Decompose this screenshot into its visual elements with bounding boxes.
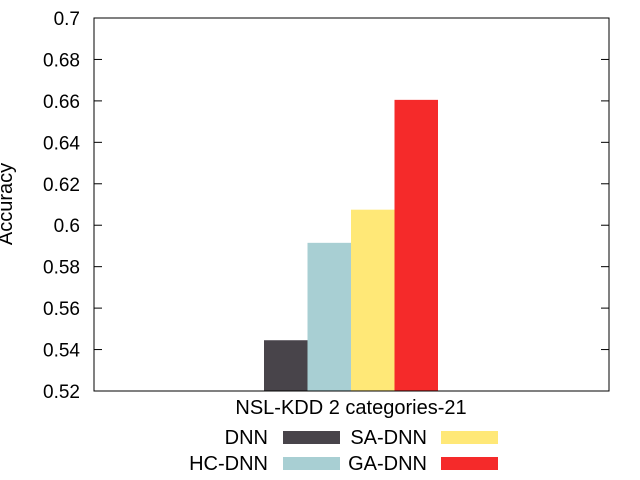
plot-frame [93,17,610,392]
legend: DNN HC-DNN SA-DNN GA-DNN [189,427,498,475]
y-tick-label: 0.68 [43,50,80,71]
legend-label: DNN [225,427,268,449]
legend-swatch-hc-dnn [283,457,340,470]
legend-swatch-ga-dnn [441,457,498,470]
y-tick-label: 0.7 [54,9,80,30]
bar-hc-dnn [307,242,351,391]
bars-group [264,99,438,391]
legend-label: GA-DNN [348,453,427,475]
bar-ga-dnn [394,99,438,391]
y-tick-label: 0.52 [43,382,80,403]
legend-swatch-dnn [283,431,340,444]
y-tick-label: 0.62 [43,175,80,196]
y-tick-label: 0.64 [43,133,80,154]
legend-label: HC-DNN [189,453,268,475]
x-tick-label: NSL-KDD 2 categories-21 [235,397,466,419]
legend-label: SA-DNN [350,427,427,449]
bar-dnn [264,340,308,391]
y-tick-label: 0.66 [43,92,80,113]
y-tick-label: 0.58 [43,258,80,279]
y-tick-label: 0.6 [54,216,80,237]
y-tick-label: 0.54 [43,341,80,362]
y-axis-label: Accuracy [0,163,17,245]
y-tick-label: 0.56 [43,299,80,320]
y-axis: 0.52 0.54 0.56 0.58 0.6 0.62 0.64 0.66 0.68 0.7 [43,9,609,403]
bar-sa-dnn [351,209,395,391]
legend-swatch-sa-dnn [441,431,498,444]
